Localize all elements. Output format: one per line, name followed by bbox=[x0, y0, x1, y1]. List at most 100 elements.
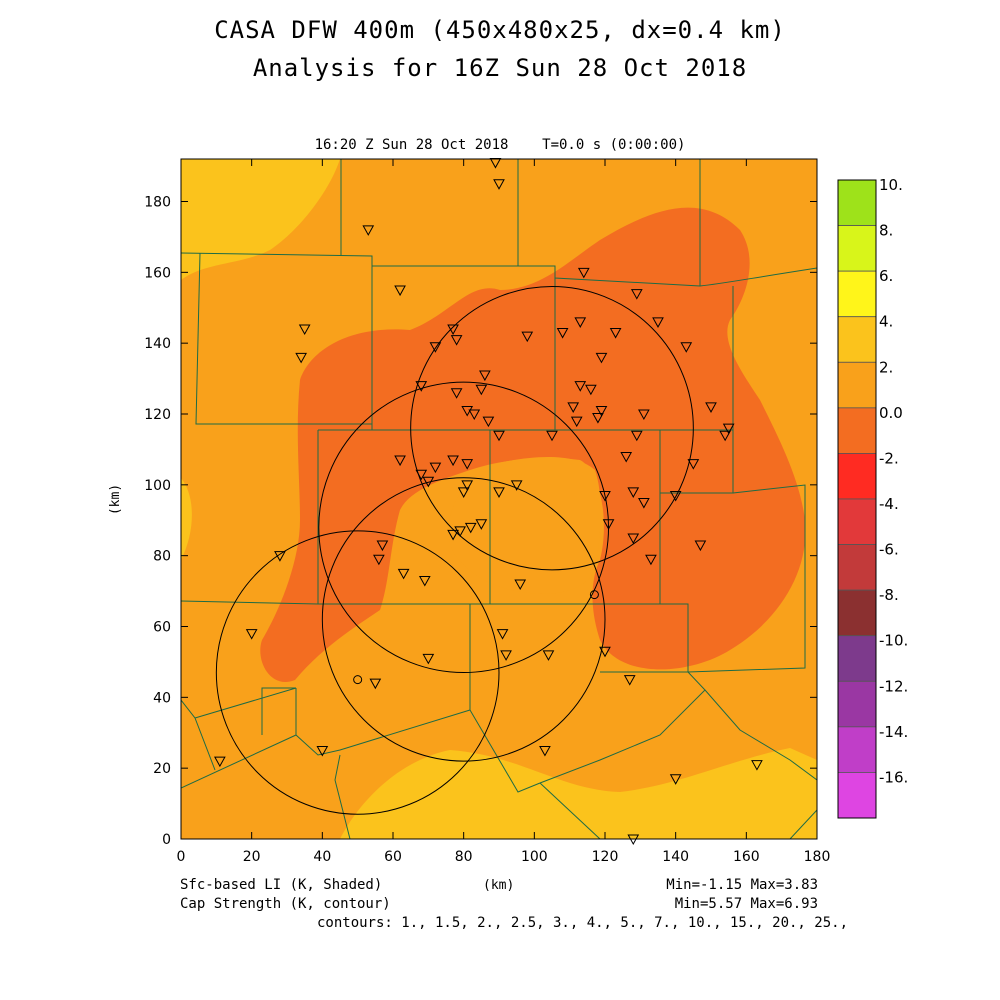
station-triangle bbox=[630, 289, 643, 300]
station-triangle bbox=[570, 416, 583, 428]
y-tick-label: 160 bbox=[144, 265, 171, 281]
station-triangle bbox=[447, 455, 459, 467]
station-triangle bbox=[521, 331, 534, 343]
station-circle bbox=[589, 590, 599, 600]
station-triangle bbox=[623, 675, 636, 686]
cap-strength-contours bbox=[215, 286, 694, 815]
shaded-minmax: Min=-1.15 Max=3.83 bbox=[666, 877, 818, 893]
li-region-0-2-pocket bbox=[448, 456, 601, 594]
station-triangle bbox=[415, 381, 428, 392]
x-tick-label: 40 bbox=[313, 849, 331, 865]
station-triangle bbox=[500, 650, 512, 661]
y-tick-label: 100 bbox=[144, 478, 171, 494]
y-tick-label: 140 bbox=[144, 336, 171, 352]
station-triangle bbox=[680, 342, 693, 353]
colorbar: 10. 8. 6. 4. 2. 0.0 -2. -4. -6. -8. -10. -12. -14. -1… bbox=[837, 176, 908, 819]
station-triangle bbox=[422, 476, 435, 488]
li-region-2-4-north bbox=[181, 159, 340, 280]
station-triangle bbox=[457, 487, 470, 498]
range-ring-4 bbox=[321, 477, 606, 762]
colorbar-swatch bbox=[837, 635, 877, 682]
colorbar-label: 0.0 bbox=[879, 404, 903, 422]
station-triangle bbox=[694, 540, 707, 552]
colorbar-label: -6. bbox=[879, 541, 899, 559]
station-triangle bbox=[493, 430, 505, 442]
colorbar-label: -16. bbox=[879, 768, 908, 786]
station-triangle bbox=[722, 423, 735, 435]
y-axis: 0 20 40 60 80 100 120 140 160 180 bbox=[144, 195, 817, 848]
colorbar-label: -8. bbox=[879, 586, 899, 604]
station-triangle bbox=[669, 774, 682, 785]
station-triangle bbox=[577, 267, 590, 279]
station-triangle bbox=[274, 551, 286, 562]
station-triangle bbox=[394, 455, 406, 467]
shaded-field bbox=[181, 159, 817, 839]
station-triangle bbox=[493, 487, 505, 498]
station-triangle bbox=[418, 575, 431, 587]
station-markers bbox=[214, 158, 763, 846]
station-triangle bbox=[397, 568, 410, 580]
colorbar-swatch bbox=[837, 772, 877, 819]
colorbar-label: 6. bbox=[879, 267, 893, 285]
station-triangle bbox=[751, 760, 763, 771]
x-tick-label: 120 bbox=[592, 849, 619, 865]
station-triangle bbox=[546, 430, 558, 442]
station-triangle bbox=[496, 629, 509, 640]
station-triangle bbox=[630, 430, 643, 442]
y-tick-label: 40 bbox=[153, 690, 171, 706]
station-triangle bbox=[638, 409, 650, 421]
station-triangle bbox=[669, 490, 682, 502]
li-region-2-4-west bbox=[181, 478, 192, 560]
station-triangle bbox=[214, 756, 226, 768]
station-triangle bbox=[514, 579, 527, 591]
station-triangle bbox=[450, 388, 463, 399]
station-triangle bbox=[602, 519, 615, 530]
station-triangle bbox=[567, 402, 580, 413]
station-triangle bbox=[475, 519, 488, 530]
station-triangle bbox=[461, 459, 474, 470]
station-triangle bbox=[627, 533, 640, 544]
colorbar-label: 2. bbox=[879, 358, 893, 376]
chart-title: CASA DFW 400m (450x480x25, dx=0.4 km) bbox=[214, 16, 786, 44]
colorbar-label: -4. bbox=[879, 495, 899, 513]
contour-field-label: Cap Strength (K, contour) bbox=[180, 896, 391, 912]
station-triangle bbox=[461, 480, 474, 491]
range-ring-3 bbox=[215, 530, 500, 815]
colorbar-label: -12. bbox=[879, 677, 908, 695]
y-tick-label: 20 bbox=[153, 761, 171, 777]
colorbar-label: 10. bbox=[879, 176, 903, 194]
station-circle bbox=[353, 675, 363, 685]
station-triangle bbox=[592, 413, 604, 424]
station-triangle bbox=[482, 416, 495, 428]
colorbar-swatch bbox=[837, 453, 877, 500]
station-triangle bbox=[245, 629, 258, 640]
colorbar-swatch bbox=[837, 680, 877, 728]
plot-frame bbox=[180, 158, 818, 840]
contour-levels: contours: 1., 1.5, 2., 2.5, 3., 4., 5., … bbox=[316, 915, 848, 931]
station-triangle bbox=[595, 405, 608, 417]
station-triangle bbox=[298, 324, 311, 336]
station-triangle bbox=[429, 342, 442, 353]
colorbar-label: -14. bbox=[879, 723, 908, 741]
x-tick-label: 20 bbox=[243, 849, 261, 865]
station-triangle bbox=[574, 381, 587, 392]
station-triangle bbox=[475, 384, 488, 396]
colorbar-label: -2. bbox=[879, 449, 899, 467]
x-tick-label: 80 bbox=[455, 849, 473, 865]
station-triangle bbox=[645, 554, 657, 566]
colorbar-swatch bbox=[837, 316, 877, 363]
colorbar-swatch bbox=[837, 361, 877, 409]
x-tick-label: 180 bbox=[804, 849, 831, 865]
county-boundaries bbox=[181, 159, 817, 839]
station-triangle bbox=[429, 462, 442, 474]
station-triangle bbox=[620, 452, 633, 463]
station-triangle bbox=[422, 653, 435, 665]
station-triangle bbox=[479, 370, 491, 382]
station-triangle bbox=[638, 498, 650, 509]
station-triangle bbox=[454, 526, 466, 537]
station-triangle bbox=[369, 678, 382, 690]
station-triangle bbox=[687, 459, 700, 470]
y-axis-label: (km) bbox=[108, 483, 124, 516]
shaded-field-label: Sfc-based LI (K, Shaded) bbox=[180, 877, 383, 893]
